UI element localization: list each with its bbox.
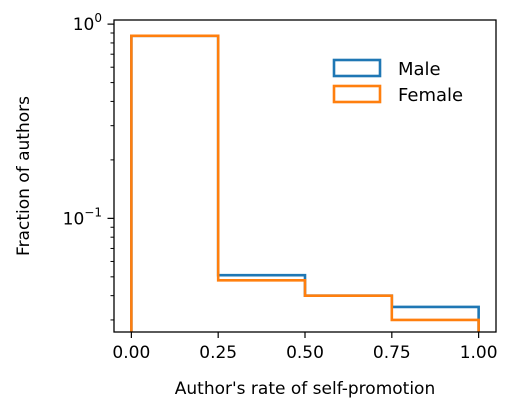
series-layer bbox=[130, 34, 480, 332]
x-tick-label: 1.00 bbox=[460, 343, 498, 363]
x-tick-label: 0.75 bbox=[373, 343, 411, 363]
x-axis-ticks: 0.00 0.25 0.50 0.75 1.00 bbox=[112, 332, 498, 363]
series-female-step bbox=[130, 34, 480, 332]
legend-swatch-female bbox=[332, 84, 382, 104]
legend-swatch-male bbox=[332, 58, 382, 78]
x-tick-label: 0.25 bbox=[199, 343, 237, 363]
legend-label-male: Male bbox=[398, 59, 441, 80]
x-tick-label: 0.50 bbox=[286, 343, 324, 363]
y-tick-label: 100 bbox=[73, 11, 102, 35]
x-tick-label: 0.00 bbox=[112, 343, 150, 363]
legend: Male Female bbox=[332, 58, 463, 106]
legend-label-female: Female bbox=[398, 85, 463, 106]
y-tick-label: 10−1 bbox=[63, 205, 102, 229]
y-axis-ticks: 100 10−1 bbox=[63, 11, 114, 321]
x-axis-label: Author's rate of self-promotion bbox=[175, 379, 435, 399]
y-axis-label: Fraction of authors bbox=[14, 96, 34, 256]
